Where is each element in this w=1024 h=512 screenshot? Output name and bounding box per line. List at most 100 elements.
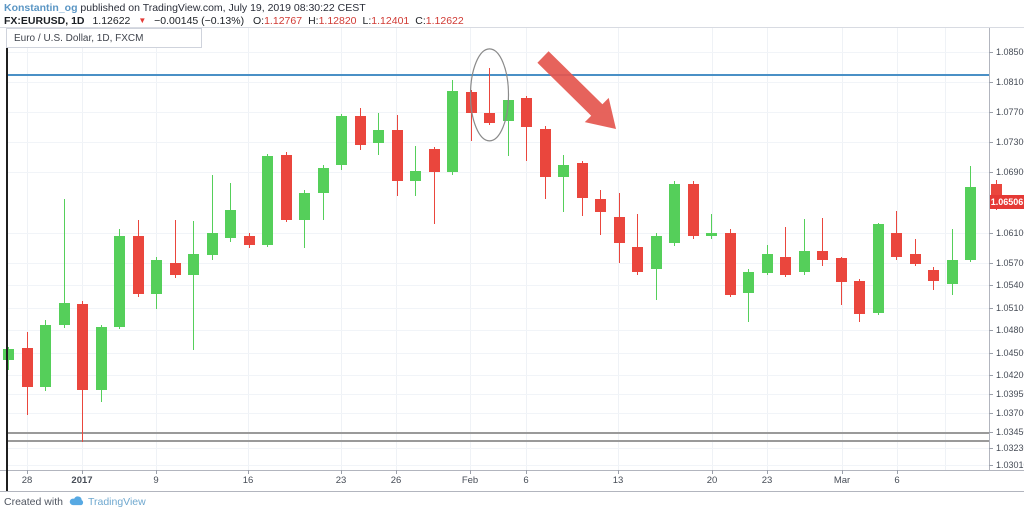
price-axis-label: 1.04200 — [996, 370, 1024, 381]
time-axis-label: 26 — [390, 475, 402, 486]
time-axis-label: 23 — [335, 475, 347, 486]
price-axis-label: 1.08500 — [996, 47, 1024, 57]
candle-wick — [63, 199, 65, 329]
vertical-gridline — [27, 28, 28, 470]
price-axis-tick — [989, 52, 993, 53]
horizontal-gridline — [8, 394, 989, 396]
candle-body — [687, 183, 699, 236]
candle-body — [539, 128, 551, 177]
time-axis[interactable] — [0, 471, 1024, 491]
candle-body — [502, 100, 514, 122]
candle-body — [77, 304, 88, 390]
vertical-gridline — [396, 28, 397, 470]
price-axis-tick — [989, 307, 993, 309]
time-axis-label: 2017 — [71, 475, 93, 486]
candle-body — [373, 130, 384, 144]
tradingview-link[interactable]: TradingView — [87, 496, 146, 508]
candle-body — [21, 347, 33, 387]
candle-body — [613, 216, 625, 244]
vertical-gridline — [712, 28, 713, 470]
candle-body — [280, 155, 292, 220]
legend-box[interactable]: Euro / U.S. Dollar, 1D, FXCM — [6, 28, 202, 48]
ohlc-value: 1.12767 — [264, 15, 303, 27]
published-text: published on TradingView.com, July 19, 2… — [80, 2, 366, 14]
candle-body — [169, 262, 181, 276]
last-price-value: 1.12622 — [92, 15, 131, 27]
candle-body — [891, 233, 902, 257]
down-triangle-icon: ▼ — [138, 16, 147, 25]
price-axis-label: 1.03230 — [996, 443, 1024, 454]
gray-horizontal-line-1 — [8, 432, 989, 435]
candle-wick — [914, 238, 916, 267]
candle-body — [706, 233, 717, 237]
price-axis-tick — [989, 285, 993, 287]
time-axis-label: 9 — [153, 475, 159, 486]
time-axis-separator — [0, 470, 1024, 471]
price-axis-tick — [989, 413, 993, 415]
candle-body — [58, 303, 70, 326]
candle-body — [484, 112, 495, 123]
candle-body — [576, 163, 588, 198]
price-axis[interactable] — [989, 28, 1024, 491]
gray-horizontal-line-2 — [8, 439, 989, 442]
candle-body — [669, 183, 680, 244]
candle-body — [40, 325, 51, 387]
time-axis-tick — [842, 470, 843, 474]
candle-body — [354, 115, 366, 146]
time-axis-label: Mar — [833, 475, 851, 486]
price-axis-label: 1.05100 — [996, 302, 1024, 313]
candle-body — [798, 251, 810, 273]
candle-wick — [803, 219, 805, 276]
time-axis-tick — [156, 470, 157, 474]
price-axis-tick — [989, 172, 993, 174]
candle-wick — [174, 219, 176, 278]
price-axis-label: 1.08100 — [996, 77, 1024, 88]
ohlc-value: 1.12622 — [425, 15, 464, 27]
price-axis-tick — [989, 352, 993, 354]
price-axis-label: 1.06900 — [996, 167, 1024, 178]
vertical-gridline — [767, 28, 768, 470]
username-link[interactable]: Konstantin_og — [4, 2, 78, 14]
candle-body — [151, 260, 162, 295]
ohlc-label: C: — [415, 15, 426, 27]
candle-body — [990, 183, 1002, 202]
time-axis-tick — [82, 470, 83, 474]
time-axis-bottom-border — [0, 491, 1024, 492]
price-axis-tick — [989, 142, 993, 144]
time-axis-tick — [712, 470, 713, 474]
price-axis-label: 1.04800 — [996, 325, 1024, 336]
candle-wick — [600, 189, 601, 235]
candle-body — [854, 280, 865, 314]
time-axis-tick — [470, 470, 471, 474]
candle-body — [3, 349, 14, 360]
time-axis-label: 6 — [894, 475, 900, 486]
price-axis-label: 1.03450 — [996, 426, 1024, 437]
ohlc-group: O:1.12767 H:1.12820 L:1.12401 C:1.12622 — [247, 15, 464, 27]
candle-wick — [526, 96, 527, 162]
time-axis-label: 6 — [523, 475, 529, 486]
price-axis-label: 1.03010 — [996, 460, 1024, 470]
candle-body — [465, 91, 477, 113]
candle-wick — [415, 146, 416, 196]
candle-body — [262, 155, 273, 245]
candle-body — [817, 251, 828, 261]
chart-pane[interactable] — [8, 28, 989, 470]
ohlc-value: 1.12401 — [371, 15, 410, 27]
candle-body — [95, 326, 107, 390]
tradingview-cloud-icon — [68, 495, 85, 509]
vertical-gridline — [156, 28, 157, 470]
horizontal-gridline — [8, 285, 989, 287]
time-axis-tick — [248, 470, 249, 474]
chart-left-border — [6, 28, 8, 491]
horizontal-gridline — [8, 375, 989, 377]
vertical-gridline — [248, 28, 249, 470]
horizontal-gridline — [8, 142, 989, 144]
vertical-gridline — [842, 28, 843, 470]
price-axis-label: 1.07700 — [996, 107, 1024, 118]
vertical-gridline — [470, 28, 471, 470]
candle-body — [299, 192, 310, 220]
candle-wick — [748, 269, 749, 323]
candle-body — [521, 97, 532, 128]
price-axis-tick — [989, 262, 993, 264]
